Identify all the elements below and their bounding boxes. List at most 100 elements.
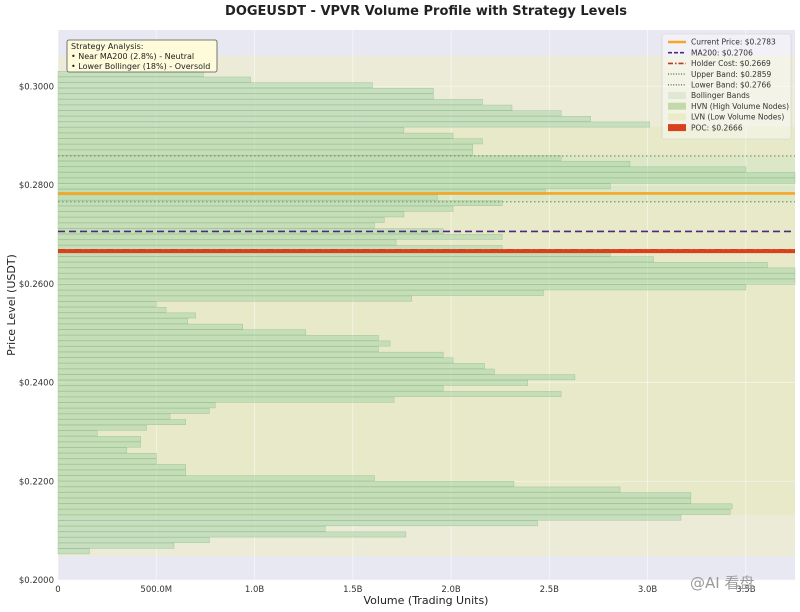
y-tick-label: $0.2000 <box>19 576 54 586</box>
volume-bar <box>57 183 611 190</box>
legend-swatch-patch <box>668 124 686 132</box>
volume-bar <box>57 531 407 538</box>
volume-bar <box>57 267 796 274</box>
volume-bar <box>57 548 90 555</box>
volume-bar <box>57 408 210 414</box>
x-tick-label: 2.5B <box>540 585 560 595</box>
volume-bar <box>57 497 692 504</box>
volume-bar <box>57 132 454 139</box>
volume-bar <box>57 93 434 100</box>
legend-label: Bollinger Bands <box>691 91 750 100</box>
volume-bar <box>57 278 796 285</box>
volume-bar <box>57 284 747 291</box>
volume-bar <box>57 424 147 431</box>
volume-bars <box>57 71 796 555</box>
volume-bar <box>57 503 733 510</box>
volume-bar <box>57 346 379 352</box>
volume-bar <box>57 87 434 94</box>
volume-bar <box>57 520 538 527</box>
volume-bar <box>57 374 576 381</box>
volume-bar <box>57 194 438 201</box>
volume-bar <box>57 155 562 162</box>
annotation-line: Strategy Analysis: <box>71 42 143 51</box>
volume-bar <box>57 144 473 150</box>
y-axis-ticks: $0.2000 $0.2200 $0.2400 $0.2600 $0.2800 $0.30… <box>19 82 54 586</box>
volume-bar <box>57 312 196 319</box>
volume-bar <box>57 363 485 369</box>
volume-bar <box>57 357 454 364</box>
legend-label: MA200: $0.2706 <box>691 48 753 57</box>
x-tick-label: 1.5B <box>343 585 363 595</box>
y-tick-label: $0.2400 <box>19 379 54 389</box>
legend-label: POC: $0.2666 <box>691 123 743 132</box>
volume-bar <box>57 121 650 128</box>
x-axis-label: Volume (Trading Units) <box>364 594 489 607</box>
volume-bar <box>57 402 216 409</box>
volume-bar <box>57 160 631 167</box>
legend-label: Lower Band: $0.2766 <box>691 81 771 90</box>
volume-bar <box>57 441 141 448</box>
volume-bar <box>57 385 444 392</box>
volume-bar <box>57 509 731 515</box>
legend-swatch-patch <box>668 113 686 121</box>
volume-bar <box>57 436 141 442</box>
volume-bar <box>57 514 682 521</box>
volume-bar <box>57 166 747 173</box>
legend-label: Upper Band: $0.2859 <box>691 70 772 79</box>
volume-bar <box>57 233 503 240</box>
volume-bar <box>57 329 306 336</box>
x-tick-label: 2.0B <box>441 585 461 595</box>
legend-label: HVN (High Volume Nodes) <box>691 102 789 111</box>
volume-bar <box>57 391 562 397</box>
x-axis-ticks: 0 500.0M 1.0B 1.5B 2.0B 2.5B 3.0B 3.5B <box>55 585 755 595</box>
watermark: @AI 看盘 <box>690 574 754 592</box>
volume-bar <box>57 116 591 122</box>
volume-bar <box>57 525 326 532</box>
x-tick-label: 0 <box>55 585 60 595</box>
volume-bar <box>57 458 157 465</box>
legend-swatch-patch <box>668 102 686 110</box>
volume-bar <box>57 290 544 296</box>
volume-bar <box>57 486 621 493</box>
volume-bar <box>57 396 395 403</box>
volume-bar <box>57 492 692 499</box>
x-tick-label: 500.0M <box>140 585 172 595</box>
volume-bar <box>57 452 157 459</box>
strategy-annotation: Strategy Analysis: • Near MA200 (2.8%) -… <box>66 39 218 73</box>
volume-bar <box>57 318 188 324</box>
x-tick-label: 3.0B <box>638 585 658 595</box>
volume-bar <box>57 447 128 454</box>
volume-bar <box>57 110 562 117</box>
volume-bar <box>57 256 654 263</box>
volume-bar <box>57 295 413 302</box>
volume-bar <box>57 481 515 487</box>
legend-label: LVN (Low Volume Nodes) <box>691 113 784 122</box>
annotation-box <box>66 39 218 73</box>
y-axis-label: Price Level (USDT) <box>5 254 18 356</box>
volume-bar <box>57 222 375 229</box>
annotation-line: • Lower Bollinger (18%) - Oversold <box>71 62 210 71</box>
x-tick-label: 1.0B <box>245 585 265 595</box>
volume-bar <box>57 200 503 206</box>
volume-bar <box>57 464 186 470</box>
y-tick-label: $0.2800 <box>19 181 54 191</box>
volume-bar <box>57 82 373 89</box>
volume-bar <box>57 273 796 279</box>
y-tick-label: $0.2200 <box>19 477 54 487</box>
y-tick-label: $0.2600 <box>19 280 54 290</box>
chart-title: DOGEUSDT - VPVR Volume Profile with Stra… <box>225 4 627 19</box>
volume-bar <box>57 413 171 420</box>
volume-bar <box>57 537 210 543</box>
volume-bar <box>57 368 495 375</box>
volume-bar <box>57 430 98 437</box>
volume-bar <box>57 217 385 223</box>
volume-bar <box>57 104 513 111</box>
volume-bar <box>57 469 186 476</box>
volume-bar <box>57 419 186 426</box>
volume-bar <box>57 379 528 386</box>
volume-bar <box>57 475 375 482</box>
legend-label: Current Price: $0.2783 <box>691 38 776 47</box>
volume-bar <box>57 351 444 358</box>
volume-bar <box>57 172 796 178</box>
